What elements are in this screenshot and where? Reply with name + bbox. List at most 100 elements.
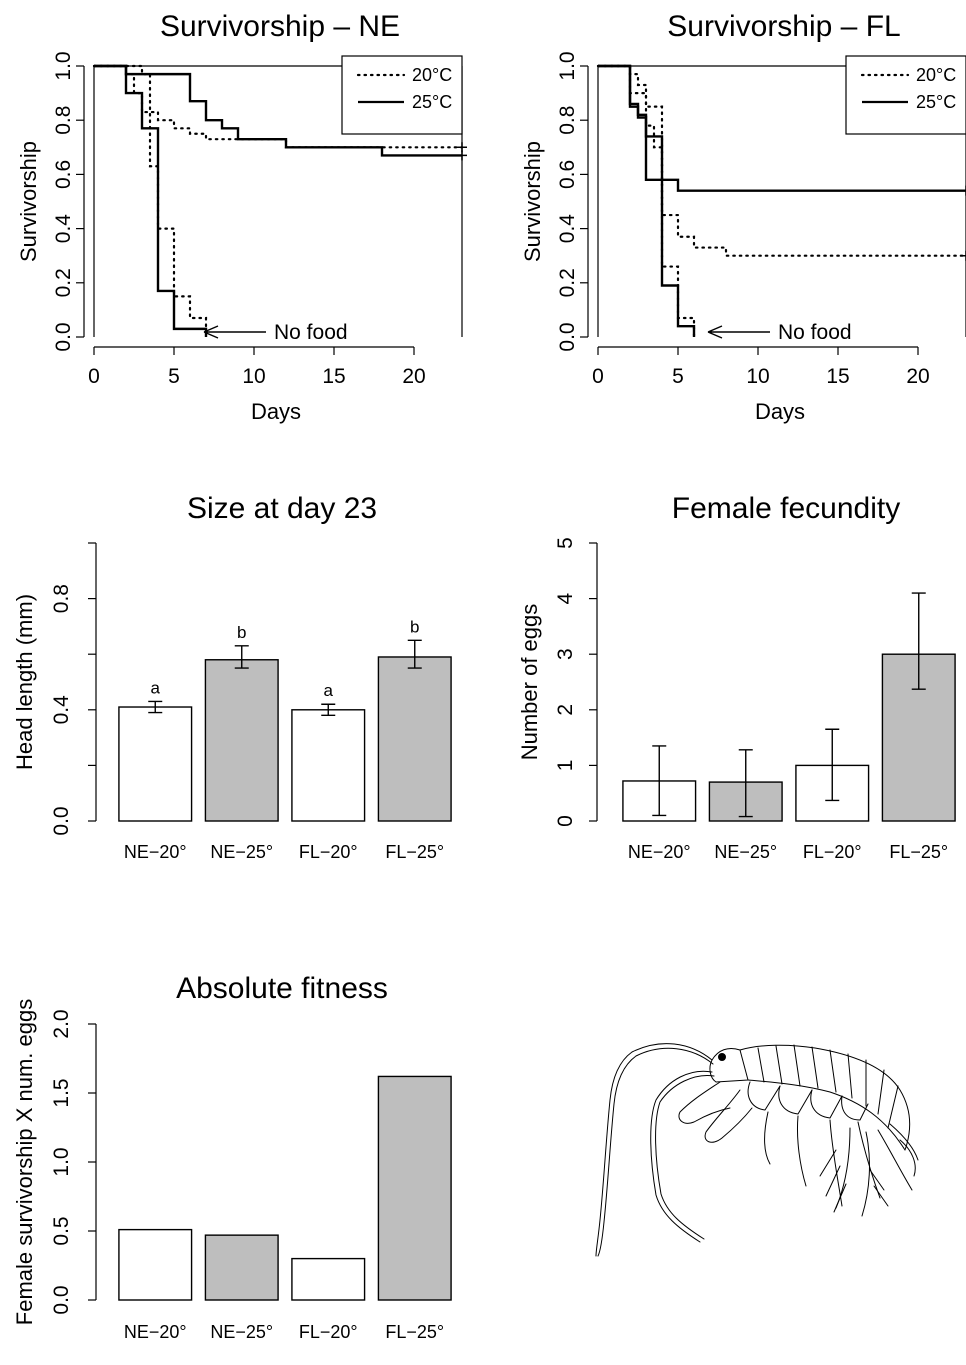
absolute-fitness-chart: Absolute fitness 0.0 0.5 1.0 1.5 2.0 Female su…: [12, 972, 452, 1342]
error-bar: [148, 700, 163, 714]
chart-title: Absolute fitness: [176, 972, 388, 1005]
category-label: FL−20°: [299, 1322, 358, 1342]
error-bar: [911, 592, 926, 690]
category-label: NE−20°: [124, 1322, 187, 1342]
amphipod-drawing-icon: [595, 1043, 919, 1257]
y-tick-label: 0: [554, 815, 577, 827]
significance-letter: a: [151, 678, 161, 697]
survivorship-ne-chart: Survivorship – NE 0 5 10 15 20 Days 0.0 0.2 0.4 0.…: [16, 10, 467, 424]
category-label: NE−20°: [124, 842, 187, 862]
y-tick-label: 0.2: [556, 268, 579, 297]
y-axis-label: Survivorship: [520, 141, 545, 262]
censor-mark: [961, 185, 966, 196]
series-line: [596, 64, 966, 257]
size-at-day-23-chart: Size at day 23 0.0 0.4 0.8 Head length (mm) N…: [12, 492, 452, 862]
y-tick-label: 0.0: [52, 322, 75, 351]
x-tick-label: 0: [592, 365, 604, 388]
category-label: FL−25°: [385, 842, 444, 862]
y-tick-label: 5: [554, 537, 577, 549]
y-tick-label: 0.4: [556, 214, 579, 244]
bar: [204, 659, 279, 822]
x-tick-label: 20: [906, 365, 929, 388]
error-bar: [407, 639, 422, 669]
x-tick-label: 15: [826, 365, 849, 388]
chart-title: Female fecundity: [672, 492, 900, 525]
significance-letter: b: [237, 623, 246, 642]
y-tick-label: 1.0: [52, 51, 75, 80]
category-label: NE−25°: [210, 1322, 273, 1342]
annotation-label: No food: [778, 321, 852, 344]
bar: [377, 656, 452, 822]
error-bar: [738, 749, 753, 818]
category-label: NE−25°: [210, 842, 273, 862]
chart-title: Survivorship – NE: [160, 10, 400, 43]
legend-label: 25°C: [916, 92, 956, 112]
y-tick-label: 2: [554, 704, 577, 716]
y-tick-label: 1.0: [556, 51, 579, 80]
category-label: NE−20°: [628, 842, 691, 862]
y-tick-label: 2.0: [50, 1009, 73, 1038]
x-tick-label: 15: [322, 365, 345, 388]
x-axis-label: Days: [755, 399, 805, 424]
x-tick-label: 20: [402, 365, 425, 388]
bar: [291, 1257, 366, 1301]
y-tick-label: 0.0: [50, 806, 73, 835]
category-label: FL−20°: [803, 842, 862, 862]
y-tick-label: 0.2: [52, 268, 75, 297]
annotation-arrow: [707, 325, 770, 339]
x-tick-label: 10: [746, 365, 769, 388]
legend-label: 25°C: [412, 92, 452, 112]
bar: [377, 1075, 452, 1301]
legend-label: 20°C: [412, 65, 452, 85]
y-tick-label: 0.8: [556, 106, 579, 135]
error-bar: [234, 645, 249, 669]
bar: [204, 1234, 279, 1301]
series-line: [94, 64, 208, 337]
significance-letter: b: [410, 617, 419, 636]
y-tick-label: 0.6: [556, 160, 579, 189]
x-tick-label: 5: [168, 365, 180, 388]
y-axis-label: Female survivorship X num. eggs: [12, 999, 37, 1325]
bar: [118, 706, 193, 822]
y-tick-label: 0.8: [52, 106, 75, 135]
female-fecundity-chart: Female fecundity 0 1 2 3 4 5 Number of eggs NE−2…: [517, 492, 956, 862]
series-line: [92, 64, 208, 339]
category-label: FL−20°: [299, 842, 358, 862]
category-label: FL−25°: [385, 1322, 444, 1342]
y-tick-label: 0.5: [50, 1216, 73, 1245]
series-line: [598, 64, 696, 337]
annotation-label: No food: [274, 321, 348, 344]
category-label: NE−25°: [714, 842, 777, 862]
series-line: [94, 64, 462, 157]
error-bar: [825, 728, 840, 802]
y-tick-label: 1: [554, 760, 577, 772]
x-tick-label: 10: [242, 365, 265, 388]
survivorship-fl-chart: Survivorship – FL 0 5 10 15 20 Days 0.0 0.2 0.4 0.…: [520, 10, 966, 424]
error-bar: [652, 745, 667, 817]
series-line: [596, 64, 696, 339]
legend-box: [845, 55, 966, 135]
y-tick-label: 3: [554, 648, 577, 660]
x-tick-label: 5: [672, 365, 684, 388]
annotation-arrow: [203, 325, 266, 339]
y-tick-label: 0.4: [50, 695, 73, 725]
chart-title: Size at day 23: [187, 492, 377, 525]
y-axis-label: Survivorship: [16, 141, 41, 262]
y-tick-label: 0.8: [50, 584, 73, 613]
y-tick-label: 0.0: [50, 1285, 73, 1314]
bar: [118, 1228, 193, 1301]
y-tick-label: 0.4: [52, 214, 75, 244]
bar: [291, 709, 366, 822]
significance-letter: a: [324, 681, 334, 700]
category-label: FL−25°: [889, 842, 948, 862]
legend-label: 20°C: [916, 65, 956, 85]
error-bar: [321, 703, 336, 717]
y-tick-label: 4: [554, 592, 577, 604]
x-tick-label: 0: [88, 365, 100, 388]
censor-mark: [457, 150, 467, 161]
censor-mark: [961, 250, 966, 261]
y-axis-label: Number of eggs: [517, 604, 542, 761]
chart-title: Survivorship – FL: [667, 10, 900, 43]
y-tick-label: 0.6: [52, 160, 75, 189]
